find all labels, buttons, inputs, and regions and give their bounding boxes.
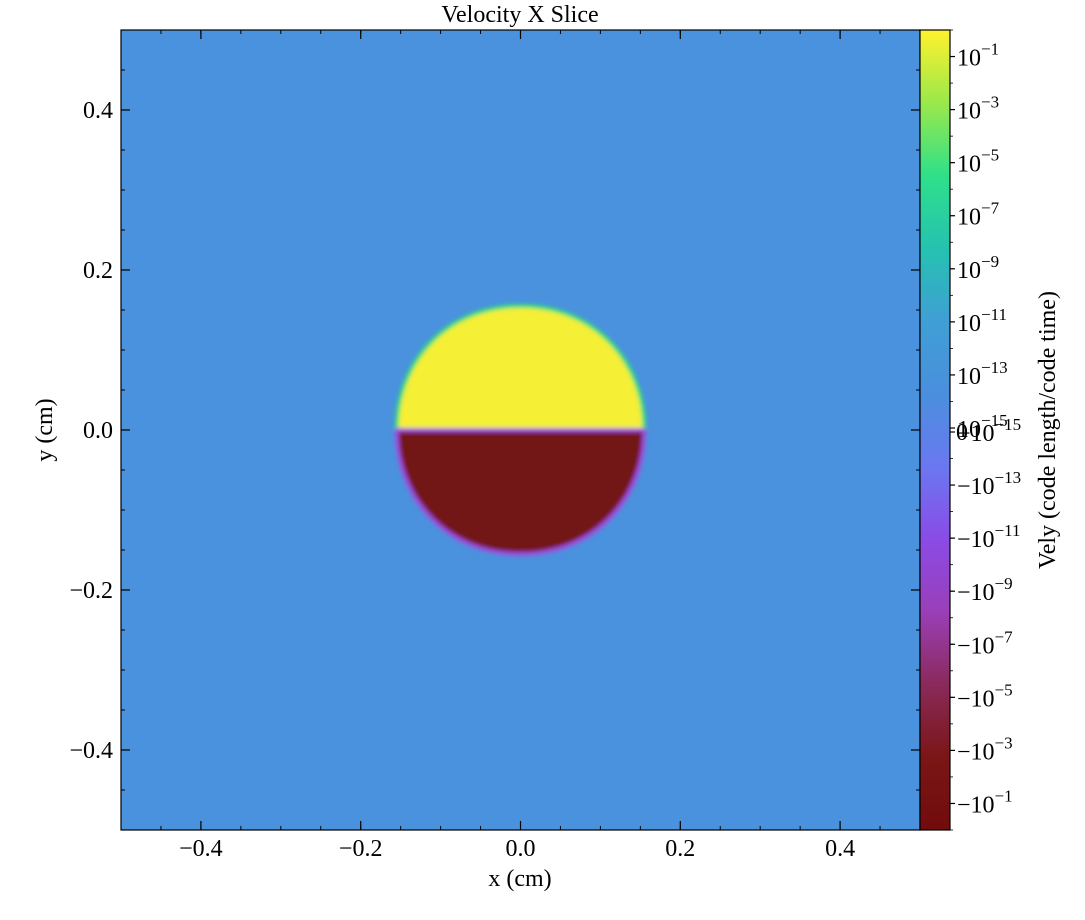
colorbar-tick-label: −10−9 bbox=[957, 574, 1013, 606]
colorbar-tick-exponent: −15 bbox=[981, 411, 1008, 430]
chart-title: Velocity X Slice bbox=[441, 2, 598, 28]
x-axis-label: x (cm) bbox=[488, 866, 551, 892]
colorbar-tick-label: 10−9 bbox=[957, 252, 999, 284]
colorbar-tick-label: −10−13 bbox=[957, 468, 1021, 500]
colorbar-tick-base: 10 bbox=[957, 205, 981, 231]
colorbar-tick-exponent: −13 bbox=[981, 358, 1008, 377]
colorbar-tick-exponent: −5 bbox=[995, 680, 1013, 699]
colorbar-tick-exponent: −13 bbox=[995, 468, 1022, 487]
velocity-feature bbox=[394, 303, 647, 557]
colorbar-label: Vely (code length/code time) bbox=[1035, 291, 1061, 569]
x-tick-label: 0.4 bbox=[825, 836, 855, 862]
x-tick-label: 0.0 bbox=[506, 836, 536, 862]
colorbar-tick-label: 10−5 bbox=[957, 146, 999, 178]
colorbar-tick-base: 10 bbox=[957, 152, 981, 178]
y-axis-ticks: 0.4 0.2 0.0 −0.2 −0.4 bbox=[69, 29, 920, 831]
colorbar-tick-exponent: −9 bbox=[981, 252, 999, 271]
colorbar-tick-exponent: −1 bbox=[981, 40, 999, 59]
colorbar-tick-label: −10−3 bbox=[957, 733, 1013, 765]
colorbar-tick-exponent: −11 bbox=[981, 305, 1007, 324]
plot-area: −0.4 −0.2 0.0 0.2 0.4 0.4 0.2 0.0 −0.2 −0.4 bbox=[69, 29, 921, 862]
colorbar-tick-base: 10 bbox=[957, 46, 981, 72]
colorbar-tick-base: 10 bbox=[957, 417, 981, 443]
colorbar-tick-label: 10−15 bbox=[957, 411, 1008, 443]
colorbar-tick-exponent: −3 bbox=[995, 733, 1013, 752]
y-tick-label: 0.2 bbox=[83, 258, 113, 284]
x-tick-label: −0.4 bbox=[179, 836, 223, 862]
colorbar-tick-label: 10−1 bbox=[957, 40, 999, 72]
colorbar-tick-base: −10 bbox=[957, 421, 995, 447]
colorbar-tick-exponent: −7 bbox=[995, 627, 1014, 646]
y-tick-label: 0.4 bbox=[83, 98, 113, 124]
colorbar-tick-exponent: −15 bbox=[995, 415, 1022, 434]
colorbar-gradient bbox=[919, 29, 951, 831]
colorbar-tick-base: −10 bbox=[957, 739, 995, 765]
colorbar-tick-label: −10−15 bbox=[957, 415, 1021, 447]
colorbar-tick-exponent: −1 bbox=[995, 786, 1013, 805]
colorbar-tick-exponent: −3 bbox=[981, 93, 999, 112]
colorbar-zero-label: 0 bbox=[956, 420, 968, 446]
colorbar-tick-label: −10−5 bbox=[957, 680, 1013, 712]
colorbar: 10−110−310−510−710−910−1110−1310−15−10−1… bbox=[919, 29, 1021, 831]
y-tick-label: 0.0 bbox=[83, 418, 113, 444]
colorbar-tick-label: −10−1 bbox=[957, 786, 1013, 818]
y-tick-label: −0.2 bbox=[69, 578, 113, 604]
colorbar-tick-label: 10−3 bbox=[957, 93, 999, 125]
colorbar-tick-label: −10−7 bbox=[957, 627, 1013, 659]
negative-velocity-region bbox=[394, 428, 647, 557]
y-tick-label: −0.4 bbox=[69, 738, 113, 764]
positive-velocity-region bbox=[394, 303, 647, 432]
colorbar-ticks: 10−110−310−510−710−910−1110−1310−15−10−1… bbox=[950, 29, 1021, 831]
colorbar-tick-exponent: −5 bbox=[981, 146, 999, 165]
colorbar-tick-base: −10 bbox=[957, 686, 995, 712]
colorbar-tick-base: −10 bbox=[957, 792, 995, 818]
colorbar-tick-exponent: −7 bbox=[981, 199, 1000, 218]
colorbar-tick-base: 10 bbox=[957, 258, 981, 284]
colorbar-tick-exponent: −9 bbox=[995, 574, 1013, 593]
colorbar-tick-exponent: −11 bbox=[995, 521, 1021, 540]
colorbar-tick-base: 10 bbox=[957, 364, 981, 390]
colorbar-tick-label: −10−11 bbox=[957, 521, 1021, 553]
colorbar-tick-base: −10 bbox=[957, 527, 995, 553]
colorbar-tick-base: 10 bbox=[957, 311, 981, 337]
colorbar-tick-label: 10−7 bbox=[957, 199, 1000, 231]
colorbar-tick-base: −10 bbox=[957, 633, 995, 659]
x-tick-label: 0.2 bbox=[665, 836, 695, 862]
colorbar-tick-label: 10−13 bbox=[957, 358, 1008, 390]
colorbar-tick-base: −10 bbox=[957, 580, 995, 606]
colorbar-tick-base: −10 bbox=[957, 474, 995, 500]
x-tick-label: −0.2 bbox=[339, 836, 383, 862]
colorbar-tick-base: 10 bbox=[957, 99, 981, 125]
y-axis-label: y (cm) bbox=[32, 398, 58, 461]
x-axis-ticks: −0.4 −0.2 0.0 0.2 0.4 bbox=[120, 30, 921, 862]
colorbar-tick-label: 10−11 bbox=[957, 305, 1007, 337]
